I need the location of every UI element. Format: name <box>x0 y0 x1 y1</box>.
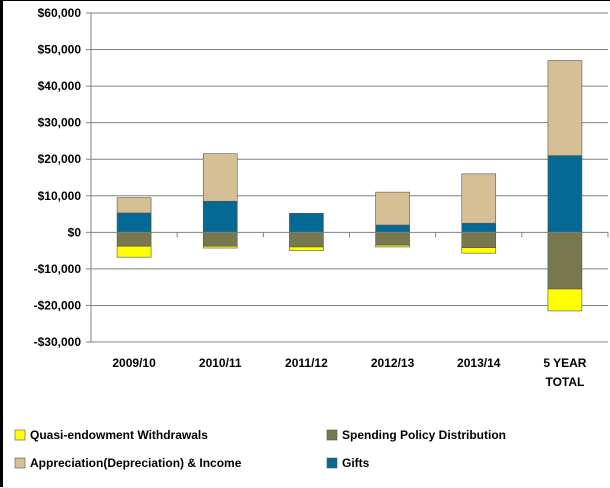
bar-segment <box>461 247 497 254</box>
bar-stack <box>116 197 152 258</box>
legend-swatch <box>326 457 338 469</box>
bar-segment <box>202 232 238 247</box>
bar-stack <box>461 173 497 254</box>
bar-segment <box>461 232 497 248</box>
y-tick-label: $30,000 <box>38 116 82 130</box>
x-category-label: 2012/13 <box>371 356 415 370</box>
bar-segment <box>461 222 497 233</box>
x-category-label: 2010/11 <box>199 356 242 370</box>
bar-stack <box>375 191 410 248</box>
x-category-label: TOTAL <box>545 375 584 389</box>
bar-segment <box>375 224 410 233</box>
bar-segment <box>375 244 410 248</box>
legend-label: Quasi-endowment Withdrawals <box>30 428 208 442</box>
x-category-label: 5 YEAR <box>543 356 586 370</box>
y-tick-label: -$20,000 <box>34 298 82 312</box>
bar-segment <box>547 155 583 233</box>
legend-swatch <box>14 457 26 469</box>
y-axis-tick-labels: $60,000 $50,000 $40,000 $30,000 $20,000 $10,0… <box>34 6 82 349</box>
legend-label: Gifts <box>342 456 370 470</box>
bar-segment <box>116 245 152 258</box>
gridlines <box>91 12 608 343</box>
legend-entry: Quasi-endowment Withdrawals <box>14 428 208 442</box>
x-category-label: 2011/12 <box>285 356 328 370</box>
y-tick-label: $0 <box>68 225 82 239</box>
bar-segment <box>375 232 410 246</box>
legend-swatch <box>326 429 338 441</box>
legend-label: Spending Policy Distribution <box>342 428 506 442</box>
legend-entry: Gifts <box>326 456 370 470</box>
bar-stacks <box>116 60 583 312</box>
bar-segment <box>202 200 238 233</box>
y-tick-label: -$30,000 <box>34 335 82 349</box>
y-tick-label: $50,000 <box>38 43 82 57</box>
bar-segment <box>202 153 238 202</box>
bar-segment <box>547 60 583 156</box>
bar-segment <box>116 212 152 233</box>
bar-stack <box>202 153 238 249</box>
y-tick-label: $60,000 <box>38 6 82 20</box>
y-tick-label: $10,000 <box>38 189 82 203</box>
bar-segment <box>289 213 324 233</box>
y-tick-label: -$10,000 <box>34 262 82 276</box>
bar-segment <box>289 232 324 248</box>
bar-stack <box>289 213 324 251</box>
bar-stack <box>547 60 583 312</box>
bar-segment <box>116 232 152 247</box>
bar-segment <box>547 232 583 290</box>
legend-label: Appreciation(Depreciation) & Income <box>30 456 242 470</box>
stacked-bar-chart: $60,000 $50,000 $40,000 $30,000 $20,000 $10,0… <box>14 6 609 470</box>
bar-segment <box>116 197 152 214</box>
x-category-label: 2009/10 <box>112 356 156 370</box>
bar-segment <box>375 191 410 226</box>
x-category-label: 2013/14 <box>457 356 501 370</box>
bar-segment <box>461 173 497 224</box>
legend-entry: Spending Policy Distribution <box>326 428 506 442</box>
legend-entry: Appreciation(Depreciation) & Income <box>14 456 242 470</box>
y-tick-label: $20,000 <box>38 152 82 166</box>
legend-swatch <box>14 429 26 441</box>
x-axis-category-labels: 2009/10 2010/11 2011/12 2012/13 2013/14 5 YEA… <box>112 356 586 389</box>
bar-segment <box>289 246 324 251</box>
legend: Quasi-endowment Withdrawals Spending Poli… <box>14 428 506 470</box>
bar-segment <box>547 288 583 312</box>
y-tick-label: $40,000 <box>38 79 82 93</box>
bar-segment <box>202 245 238 249</box>
axes <box>86 12 609 343</box>
